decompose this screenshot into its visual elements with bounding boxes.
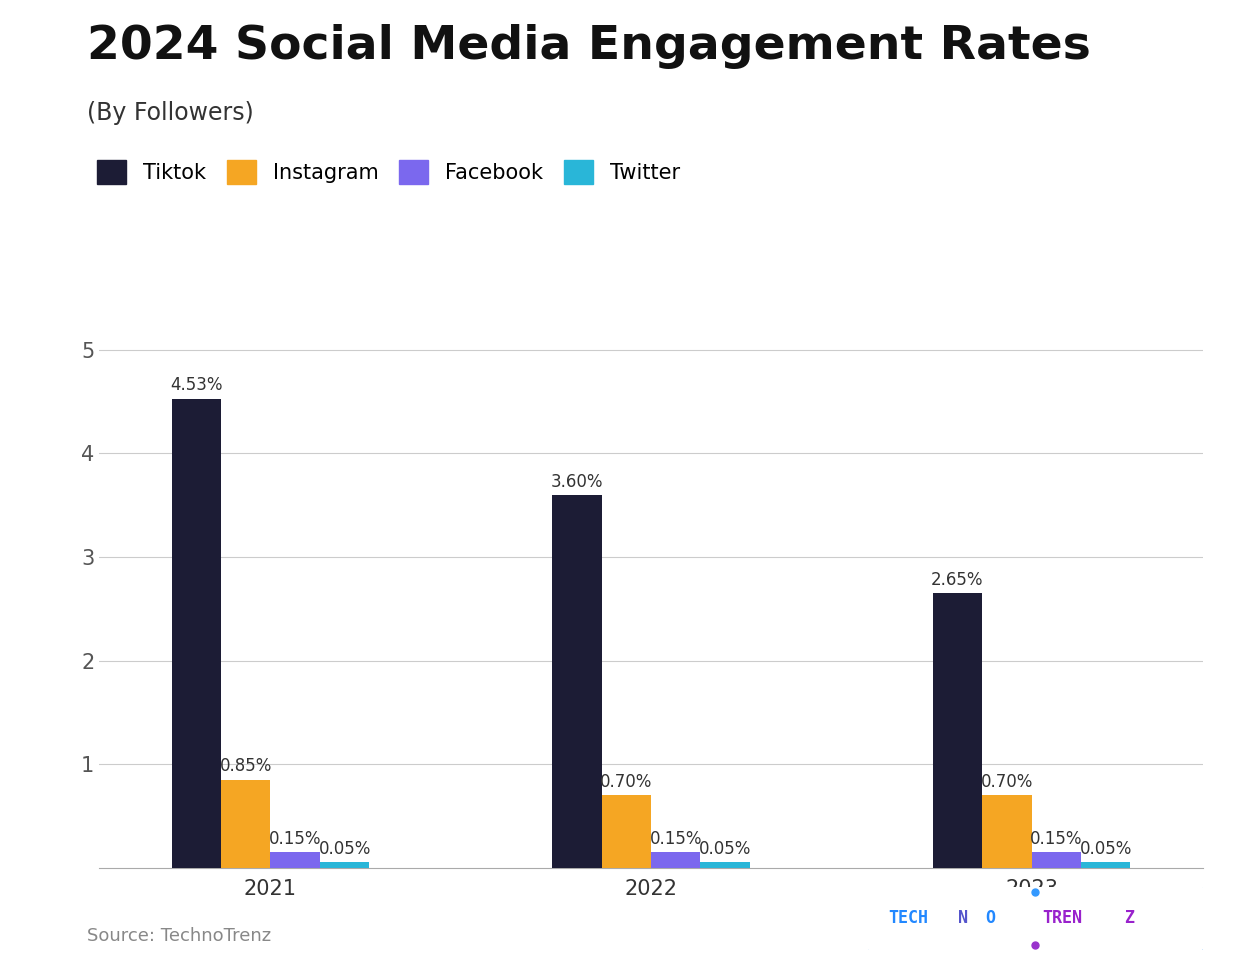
Bar — [552, 495, 601, 868]
Text: 0.05%: 0.05% — [1080, 841, 1132, 858]
Text: 0.70%: 0.70% — [600, 773, 652, 791]
Text: TREN: TREN — [1042, 909, 1083, 927]
Text: 0.05%: 0.05% — [699, 841, 751, 858]
Text: 4.53%: 4.53% — [170, 376, 222, 394]
Bar — [270, 852, 320, 868]
Text: 2.65%: 2.65% — [931, 571, 983, 589]
Bar — [651, 852, 701, 868]
Text: 0.05%: 0.05% — [319, 841, 371, 858]
Text: 0.15%: 0.15% — [1030, 830, 1083, 848]
Text: 2024 Social Media Engagement Rates: 2024 Social Media Engagement Rates — [87, 24, 1091, 69]
FancyBboxPatch shape — [866, 884, 1205, 952]
Bar — [601, 795, 651, 868]
Text: 0.15%: 0.15% — [650, 830, 702, 848]
Bar — [1032, 852, 1081, 868]
Text: (By Followers): (By Followers) — [87, 101, 253, 125]
Bar — [701, 863, 750, 868]
Text: 0.70%: 0.70% — [981, 773, 1033, 791]
Text: 0.15%: 0.15% — [269, 830, 321, 848]
Text: 3.60%: 3.60% — [551, 472, 603, 491]
Text: TECH: TECH — [888, 909, 929, 927]
Bar — [932, 593, 982, 868]
Bar — [320, 863, 370, 868]
Text: N: N — [959, 909, 968, 927]
Bar — [171, 398, 221, 868]
Bar — [221, 780, 270, 868]
Legend: Tiktok, Instagram, Facebook, Twitter: Tiktok, Instagram, Facebook, Twitter — [97, 160, 680, 184]
Text: 0.85%: 0.85% — [219, 758, 272, 775]
Bar — [982, 795, 1032, 868]
Text: Z: Z — [1125, 909, 1135, 927]
Text: O: O — [986, 909, 996, 927]
Bar — [1081, 863, 1131, 868]
Text: Source: TechnoTrenz: Source: TechnoTrenz — [87, 926, 270, 945]
